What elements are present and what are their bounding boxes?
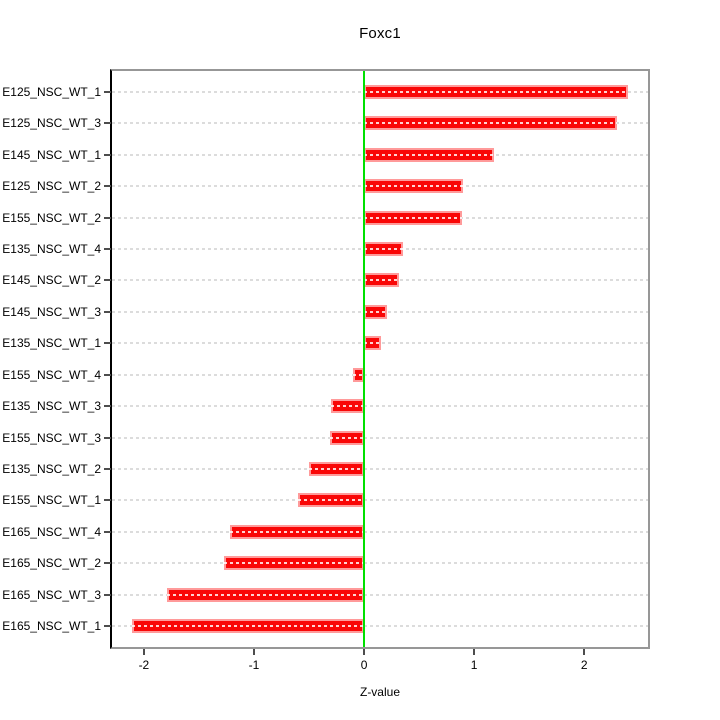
- category-label: E165_NSC_WT_3: [2, 587, 101, 602]
- grid-line: [112, 436, 648, 439]
- grid-line: [112, 499, 648, 502]
- y-tick: [104, 279, 111, 282]
- bar-hatch: [364, 122, 618, 125]
- x-tick: [363, 649, 366, 655]
- grid-line: [112, 467, 648, 470]
- x-tick-label: 1: [470, 658, 478, 672]
- chart-title: Foxc1: [359, 25, 401, 42]
- y-tick: [104, 373, 111, 376]
- category-label: E145_NSC_WT_1: [2, 147, 101, 162]
- plot-area: [110, 69, 650, 649]
- category-label: E135_NSC_WT_3: [2, 399, 101, 414]
- x-tick: [583, 649, 586, 655]
- x-tick-label: 2: [580, 658, 588, 672]
- category-label: E155_NSC_WT_3: [2, 430, 101, 445]
- grid-line: [112, 562, 648, 565]
- bar-hatch: [364, 153, 494, 156]
- category-label: E155_NSC_WT_2: [2, 210, 101, 225]
- grid-line: [112, 405, 648, 408]
- bar-hatch: [353, 373, 365, 376]
- y-tick: [104, 405, 111, 408]
- x-tick: [142, 649, 145, 655]
- category-label: E165_NSC_WT_4: [2, 524, 101, 539]
- category-label: E145_NSC_WT_3: [2, 304, 101, 319]
- zero-line: [363, 71, 366, 647]
- bar-hatch: [364, 91, 629, 93]
- bar-hatch: [167, 593, 365, 596]
- bar-hatch: [364, 310, 388, 313]
- y-tick: [104, 185, 111, 188]
- y-tick: [104, 248, 111, 251]
- x-tick: [252, 649, 255, 655]
- x-tick-label: -1: [248, 658, 260, 672]
- y-tick: [104, 593, 111, 596]
- y-tick: [104, 310, 111, 313]
- y-tick: [104, 467, 111, 470]
- x-tick-label: 0: [360, 658, 368, 672]
- bar-hatch: [364, 342, 381, 345]
- grid-line: [112, 593, 648, 596]
- bar-hatch: [364, 216, 462, 219]
- y-tick: [104, 625, 111, 627]
- x-axis-label: Z-value: [359, 685, 400, 699]
- bar-hatch: [364, 185, 464, 188]
- grid-line: [112, 625, 648, 627]
- bar-hatch: [131, 625, 365, 627]
- bar-hatch: [364, 248, 403, 251]
- bar-hatch: [331, 405, 365, 408]
- bar-hatch: [224, 562, 365, 565]
- category-label: E145_NSC_WT_2: [2, 273, 101, 288]
- bar-hatch: [329, 436, 365, 439]
- bar-hatch: [309, 467, 365, 470]
- category-label: E135_NSC_WT_2: [2, 461, 101, 476]
- y-tick: [104, 91, 111, 93]
- bar-hatch: [364, 279, 400, 282]
- y-tick: [104, 122, 111, 125]
- category-label: E125_NSC_WT_1: [2, 85, 101, 99]
- category-label: E155_NSC_WT_4: [2, 367, 101, 382]
- y-tick: [104, 562, 111, 565]
- category-label: E135_NSC_WT_4: [2, 242, 101, 257]
- y-tick: [104, 499, 111, 502]
- category-label: E155_NSC_WT_1: [2, 493, 101, 508]
- y-tick: [104, 216, 111, 219]
- category-label: E125_NSC_WT_3: [2, 116, 101, 131]
- x-tick: [473, 649, 476, 655]
- category-label: E165_NSC_WT_2: [2, 556, 101, 571]
- grid-line: [112, 530, 648, 533]
- y-tick: [104, 153, 111, 156]
- grid-line: [112, 373, 648, 376]
- bar-hatch: [229, 530, 365, 533]
- y-tick: [104, 342, 111, 345]
- category-label: E165_NSC_WT_1: [2, 619, 101, 633]
- category-label: E135_NSC_WT_1: [2, 336, 101, 351]
- x-tick-label: -2: [138, 658, 150, 672]
- category-label: E125_NSC_WT_2: [2, 179, 101, 194]
- y-tick: [104, 530, 111, 533]
- y-tick: [104, 436, 111, 439]
- bar-hatch: [298, 499, 365, 502]
